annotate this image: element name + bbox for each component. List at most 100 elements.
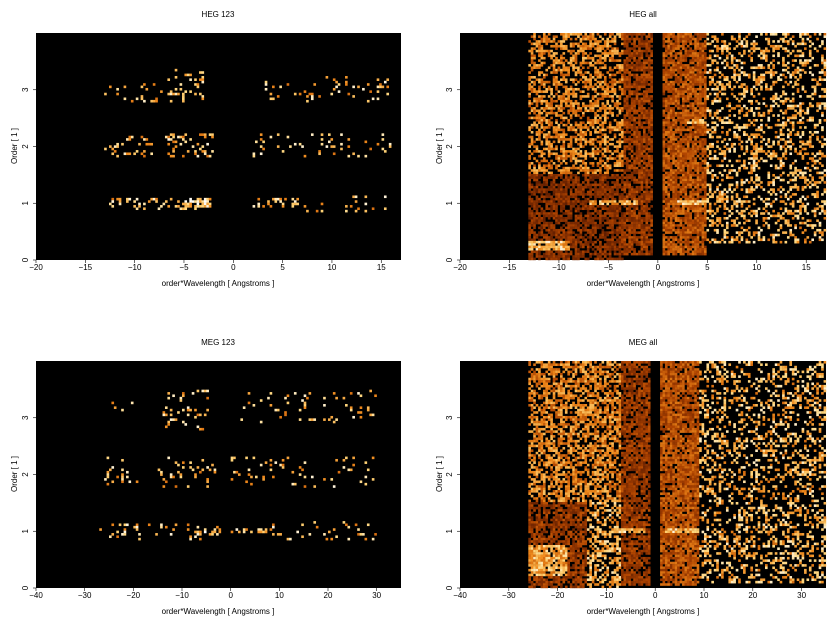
heatmap-cell (201, 145, 205, 148)
heatmap-cell (672, 33, 675, 36)
heatmap-cell (535, 181, 539, 184)
heatmap-cell (545, 193, 549, 196)
heatmap-cell (628, 66, 631, 70)
heatmap-cell (704, 102, 707, 105)
heatmap-cell (542, 52, 546, 55)
heatmap-cell (535, 133, 539, 136)
heatmap-cell (677, 145, 680, 148)
heatmap-cell (823, 33, 827, 36)
heatmap-cell (182, 207, 185, 211)
heatmap-cell (596, 68, 600, 72)
heatmap-cell (669, 59, 673, 62)
heatmap-cell (682, 54, 685, 58)
heatmap-cell (672, 49, 675, 53)
heatmap-cell (645, 154, 649, 158)
heatmap-cell (528, 40, 531, 43)
heatmap-cell (682, 71, 685, 74)
heatmap-cell (633, 102, 636, 105)
heatmap-cell (696, 147, 700, 151)
heatmap-cell (701, 150, 705, 153)
heatmap-cell (167, 142, 171, 146)
heatmap-cell (552, 197, 556, 201)
heatmap-cell (638, 54, 641, 58)
heatmap-cell (667, 114, 671, 117)
heatmap-cell (310, 97, 314, 101)
heatmap-cell (738, 104, 741, 108)
heatmap-cell (599, 178, 602, 182)
heatmap-cell (599, 128, 602, 132)
heatmap-cell (606, 126, 610, 129)
heatmap-cell (752, 197, 756, 201)
heatmap-cell (633, 123, 636, 127)
heatmap-cell (762, 188, 766, 191)
heatmap-cell (552, 152, 556, 156)
heatmap-cell (550, 97, 553, 101)
heatmap-cell (564, 183, 568, 187)
heatmap-cell (301, 145, 304, 148)
heatmap-cell (638, 47, 641, 50)
heatmap-cell (530, 102, 534, 105)
heatmap-cell (586, 128, 590, 132)
heatmap-cell (816, 49, 819, 53)
heatmap-cell (599, 119, 602, 122)
heatmap-cell (186, 205, 190, 208)
heatmap-cell (540, 188, 544, 191)
heatmap-cell (691, 52, 695, 55)
heatmap-cell (555, 152, 558, 156)
heatmap-cell (633, 142, 636, 146)
heatmap-cell (765, 54, 768, 58)
heatmap-cell (682, 169, 685, 172)
heatmap-cell (640, 176, 644, 179)
heatmap-cell (735, 159, 739, 163)
heatmap-cell (633, 157, 636, 160)
heatmap-cell (586, 200, 590, 203)
heatmap-cell (647, 185, 651, 189)
heatmap-cell (701, 102, 705, 105)
heatmap-cell (545, 40, 549, 43)
heatmap-cell (662, 56, 666, 60)
heatmap-cell (606, 92, 610, 96)
heatmap-cell (674, 176, 678, 179)
heatmap-cell (643, 178, 646, 182)
heatmap-cell (679, 37, 683, 41)
heatmap-cell (574, 157, 578, 160)
heatmap-cell (264, 83, 268, 86)
heatmap-cell (616, 121, 619, 124)
heatmap-cell (706, 154, 710, 158)
heatmap-cell (388, 145, 392, 148)
heatmap-cell (762, 56, 766, 60)
heatmap-cell (569, 52, 573, 55)
heatmap-cell (603, 116, 607, 120)
heatmap-cell (547, 40, 551, 43)
heatmap-cell (804, 33, 807, 36)
heatmap-cell (640, 40, 644, 43)
heatmap-cell (596, 80, 600, 84)
heatmap-cell (733, 78, 736, 81)
heatmap-cell (530, 52, 534, 55)
heatmap-cell (799, 95, 802, 98)
heatmap-cell (696, 195, 700, 199)
heatmap-cell (689, 66, 692, 70)
heatmap-cell (691, 123, 695, 127)
heatmap-cell (767, 49, 771, 53)
heatmap-cell (542, 116, 546, 120)
heatmap-cell (621, 109, 624, 113)
heatmap-cell (618, 123, 622, 127)
heatmap-cell (542, 119, 546, 122)
heatmap-cell (677, 104, 680, 108)
heatmap-cell (126, 138, 129, 141)
heatmap-cell (633, 64, 636, 67)
heatmap-cell (206, 154, 209, 158)
heatmap-cell (682, 135, 685, 139)
heatmap-cell (708, 64, 712, 67)
heatmap-cell (689, 42, 692, 46)
heatmap-cell (635, 111, 639, 115)
heatmap-cell (572, 54, 575, 58)
heatmap-cell (662, 78, 666, 81)
heatmap-cell (530, 107, 534, 110)
heatmap-cell (616, 128, 619, 132)
heatmap-cell (808, 142, 812, 146)
heatmap-cell (677, 95, 680, 98)
heatmap-cell (682, 109, 685, 113)
heatmap-cell (633, 90, 636, 93)
